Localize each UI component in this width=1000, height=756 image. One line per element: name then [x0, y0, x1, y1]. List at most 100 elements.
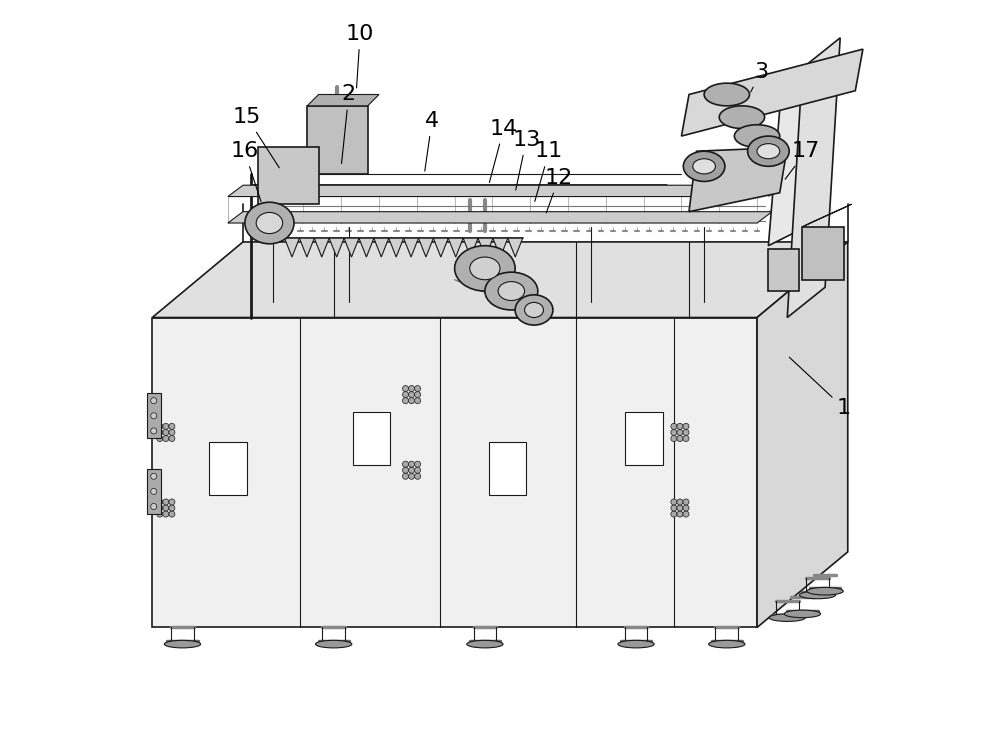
Ellipse shape	[683, 151, 725, 181]
Polygon shape	[493, 238, 508, 257]
Text: 15: 15	[233, 107, 279, 168]
Circle shape	[163, 511, 169, 517]
Polygon shape	[228, 212, 772, 223]
Polygon shape	[285, 238, 299, 257]
Polygon shape	[329, 238, 344, 257]
Ellipse shape	[498, 282, 525, 301]
Bar	[802, 227, 844, 280]
Circle shape	[415, 398, 421, 404]
Circle shape	[157, 505, 163, 511]
Ellipse shape	[799, 591, 836, 599]
Circle shape	[402, 398, 409, 404]
Circle shape	[157, 435, 163, 442]
Text: 2: 2	[342, 85, 356, 163]
Circle shape	[683, 429, 689, 435]
Polygon shape	[508, 238, 523, 257]
Circle shape	[402, 467, 409, 473]
Circle shape	[671, 429, 677, 435]
Circle shape	[677, 429, 683, 435]
Ellipse shape	[470, 257, 500, 280]
Circle shape	[157, 499, 163, 505]
Text: 16: 16	[230, 141, 261, 202]
Ellipse shape	[525, 302, 543, 318]
Ellipse shape	[769, 614, 805, 621]
Circle shape	[683, 423, 689, 429]
Text: 17: 17	[785, 141, 820, 179]
Circle shape	[671, 435, 677, 442]
Polygon shape	[448, 238, 463, 257]
Circle shape	[151, 413, 157, 419]
Circle shape	[409, 392, 415, 398]
Circle shape	[402, 392, 409, 398]
Polygon shape	[344, 238, 359, 257]
Bar	[307, 106, 368, 174]
Ellipse shape	[734, 125, 780, 147]
Text: 11: 11	[535, 141, 563, 201]
Circle shape	[169, 511, 175, 517]
Bar	[353, 412, 390, 465]
Bar	[147, 469, 161, 514]
Polygon shape	[307, 94, 379, 106]
Polygon shape	[802, 204, 852, 227]
Circle shape	[151, 473, 157, 479]
Polygon shape	[463, 238, 478, 257]
Polygon shape	[478, 238, 493, 257]
Ellipse shape	[467, 640, 503, 648]
Circle shape	[409, 461, 415, 467]
Circle shape	[163, 505, 169, 511]
Text: 1: 1	[789, 358, 851, 418]
Circle shape	[151, 428, 157, 434]
Text: 10: 10	[346, 24, 374, 88]
Polygon shape	[689, 147, 787, 212]
Circle shape	[671, 499, 677, 505]
Ellipse shape	[164, 640, 201, 648]
Ellipse shape	[709, 640, 745, 648]
Ellipse shape	[693, 159, 715, 174]
Polygon shape	[768, 94, 810, 246]
Polygon shape	[152, 318, 757, 627]
Circle shape	[169, 435, 175, 442]
Text: 4: 4	[425, 111, 439, 171]
Circle shape	[415, 473, 421, 479]
Circle shape	[677, 499, 683, 505]
Circle shape	[163, 435, 169, 442]
Circle shape	[169, 429, 175, 435]
Circle shape	[402, 473, 409, 479]
Circle shape	[157, 423, 163, 429]
Ellipse shape	[784, 610, 821, 618]
Circle shape	[402, 461, 409, 467]
Polygon shape	[418, 238, 433, 257]
Text: 13: 13	[512, 130, 541, 190]
Bar	[258, 147, 319, 204]
Polygon shape	[374, 238, 389, 257]
Circle shape	[683, 511, 689, 517]
Circle shape	[677, 511, 683, 517]
Ellipse shape	[316, 640, 352, 648]
Circle shape	[671, 511, 677, 517]
Ellipse shape	[515, 295, 553, 325]
Polygon shape	[389, 238, 404, 257]
Bar	[768, 249, 799, 291]
Circle shape	[402, 386, 409, 392]
Ellipse shape	[757, 144, 780, 159]
Polygon shape	[681, 49, 863, 136]
Polygon shape	[228, 185, 772, 197]
Circle shape	[415, 386, 421, 392]
Ellipse shape	[719, 106, 765, 129]
Circle shape	[677, 435, 683, 442]
Polygon shape	[299, 238, 314, 257]
Ellipse shape	[256, 212, 283, 234]
Circle shape	[151, 488, 157, 494]
Circle shape	[683, 505, 689, 511]
Circle shape	[415, 467, 421, 473]
Circle shape	[683, 435, 689, 442]
Polygon shape	[787, 38, 840, 318]
Circle shape	[677, 423, 683, 429]
Circle shape	[169, 423, 175, 429]
Polygon shape	[314, 238, 329, 257]
Polygon shape	[359, 238, 374, 257]
Circle shape	[163, 429, 169, 435]
Text: 12: 12	[545, 168, 573, 213]
Ellipse shape	[704, 83, 749, 106]
Ellipse shape	[485, 272, 538, 310]
